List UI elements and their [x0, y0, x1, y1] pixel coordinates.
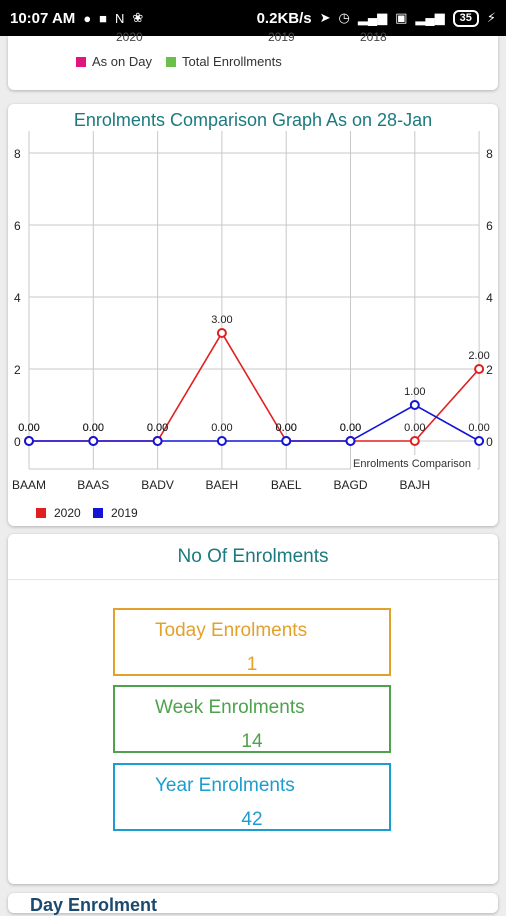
week-enrolments-value: 14 [241, 731, 263, 752]
y-tick-label-left: 2 [14, 363, 21, 377]
data-point-2019[interactable] [216, 436, 227, 446]
legend-swatch [93, 508, 103, 518]
series-line-2019 [29, 404, 480, 442]
year-enrolments-value: 42 [241, 809, 263, 830]
data-label-2019: 0.00 [340, 422, 361, 434]
y-tick-label-left: 6 [14, 219, 21, 233]
y-tick-label-left: 4 [14, 291, 21, 305]
year-enrolments-box[interactable]: Year Enrolments 42 [113, 763, 391, 831]
chart-description-bg [351, 455, 477, 471]
today-enrolments-label: Today Enrolments [155, 620, 308, 641]
data-label-2020: 0.00 [83, 422, 104, 434]
y-tick-label-right: 0 [486, 435, 493, 449]
legend-label: 2020 [54, 506, 81, 520]
y-tick-label-left: 8 [14, 147, 21, 161]
chart-title: Enrolments Comparison Graph As on 28-Jan [74, 110, 432, 130]
legend-swatch [36, 508, 46, 518]
data-point-2019[interactable] [24, 436, 34, 446]
data-point-2020[interactable] [474, 364, 485, 374]
signal-icon: ▂▄▆ [357, 10, 388, 25]
notification-icon: ■ [99, 10, 108, 26]
year-enrolments-label: Year Enrolments [155, 775, 295, 796]
data-label-2020: 0.00 [340, 422, 361, 434]
data-point-2019[interactable] [345, 436, 356, 446]
x-tick-label: BAGD [333, 478, 367, 492]
day-enrolment-card: Day Enrolment [8, 893, 498, 915]
status-time: 10:07 AM [10, 9, 76, 27]
alarm-icon: ◷ [338, 10, 350, 25]
data-point-2019[interactable] [409, 400, 420, 410]
y-tick-label-right: 4 [486, 291, 493, 305]
fan-icon: ❀ [132, 10, 144, 25]
previous-chart-legend: As on Day Total Enrollments [76, 54, 282, 69]
data-label-2020: 0.00 [147, 422, 168, 434]
x-tick-label: BAAM [12, 478, 46, 492]
data-label-2020: 0.00 [275, 422, 296, 434]
y-tick-label-right: 2 [486, 363, 493, 377]
location-icon: ➤ [319, 10, 331, 25]
status-bar: 10:07 AM ● ■ N ❀ 0.2KB/s ➤ ◷ ▂▄▆ ▣ ▂▄▆ 3… [0, 0, 506, 36]
data-label-2019: 0.00 [468, 422, 489, 434]
legend-swatch [165, 56, 176, 67]
netflix-icon: N [115, 10, 125, 26]
x-tick-label: BAAS [77, 478, 109, 492]
today-enrolments-value: 1 [246, 654, 258, 675]
week-enrolments-box[interactable]: Week Enrolments 14 [113, 685, 391, 753]
data-label-2019: 0.00 [275, 422, 296, 434]
data-point-2020[interactable] [216, 328, 227, 338]
divider [8, 579, 498, 580]
y-tick-label-right: 8 [486, 147, 493, 161]
today-enrolments-box[interactable]: Today Enrolments 1 [113, 608, 391, 676]
data-point-2020[interactable] [409, 436, 420, 446]
battery-level: 35 [459, 11, 472, 24]
x-tick-label: BAEL [271, 478, 302, 492]
data-label-2019: 0.00 [211, 422, 232, 434]
data-label-2019: 0.00 [83, 422, 104, 434]
cut-axis-label: 2019 [268, 30, 295, 44]
data-label-2020: 3.00 [211, 314, 232, 326]
previous-chart-card: 2020 2019 2018 As on Day Total Enrollmen… [8, 30, 498, 90]
y-tick-label-right: 6 [486, 219, 493, 233]
data-point-2019[interactable] [474, 436, 485, 446]
enrolments-title: No Of Enrolments [177, 546, 329, 567]
week-enrolments-label: Week Enrolments [155, 697, 305, 718]
comparison-line-chart[interactable]: Enrolments Comparison Graph As on 28-Jan… [8, 104, 498, 526]
comparison-chart-card: Enrolments Comparison Graph As on 28-Jan… [8, 104, 498, 526]
legend-label: Total Enrollments [181, 54, 282, 69]
enrolments-card: No Of Enrolments Today Enrolments 1 Week… [8, 534, 498, 884]
day-enrolment-title: Day Enrolment [30, 895, 158, 915]
cut-axis-label: 2018 [360, 30, 387, 44]
data-point-2019[interactable] [152, 436, 163, 446]
x-tick-label: BADV [141, 478, 174, 492]
data-label-2020: 0.00 [18, 422, 39, 434]
legend-label: 2019 [111, 506, 138, 520]
data-label-2019: 0.00 [147, 422, 168, 434]
messenger-icon: ● [83, 10, 92, 26]
data-label-2019: 1.00 [404, 386, 425, 398]
x-tick-label: BAEH [206, 478, 239, 492]
y-tick-label-left: 0 [14, 435, 21, 449]
cut-axis-label: 2020 [116, 30, 143, 44]
network-speed: 0.2KB/s [256, 9, 312, 27]
x-tick-label: BAJH [399, 478, 430, 492]
data-label-2019: 0.00 [18, 422, 39, 434]
battery-icon: 35 [452, 9, 479, 27]
data-point-2019[interactable] [281, 436, 292, 446]
data-label-2020: 2.00 [468, 350, 489, 362]
chart-description: Enrolments Comparison [353, 458, 471, 470]
charging-icon: ⚡ [486, 10, 496, 25]
data-label-2020: 0.00 [404, 422, 425, 434]
data-point-2019[interactable] [88, 436, 99, 446]
legend-swatch [76, 56, 86, 67]
legend-label: As on Day [92, 54, 152, 69]
volte-icon: ▣ [395, 10, 408, 25]
wifi-signal-icon: ▂▄▆ [415, 10, 445, 25]
